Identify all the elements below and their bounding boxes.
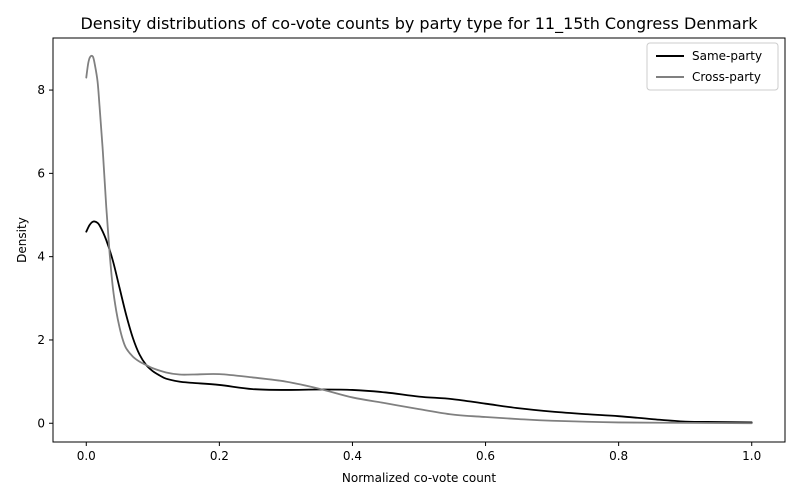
series-layer: [85, 54, 753, 425]
x-tick-label: 0.4: [343, 449, 362, 463]
legend-box: [646, 42, 779, 91]
legend-label-cross-party: Cross-party: [692, 70, 761, 84]
y-tick-label: 0: [37, 416, 45, 430]
x-tick-label: 0.2: [210, 449, 229, 463]
y-tick-label: 8: [37, 83, 45, 97]
legend: Same-party Cross-party: [646, 42, 779, 91]
x-axis-title: Normalized co-vote count: [342, 471, 497, 485]
x-tick-label: 0.0: [77, 449, 96, 463]
x-tick-label: 1.0: [742, 449, 761, 463]
y-tick-label: 4: [37, 250, 45, 264]
x-tick-label: 0.8: [609, 449, 628, 463]
legend-label-same-party: Same-party: [692, 49, 762, 63]
plot-frame: [52, 37, 786, 443]
chart-title: Density distributions of co-vote counts …: [80, 14, 758, 34]
y-tick-label: 6: [37, 166, 45, 180]
y-tick-label: 2: [37, 333, 45, 347]
y-ticks: 0 2 4 6 8: [37, 83, 53, 430]
x-ticks: 0.0 0.2 0.4 0.6 0.8 1.0: [77, 442, 761, 463]
series-line-cross-party: [85, 54, 753, 425]
x-tick-label: 0.6: [476, 449, 495, 463]
y-axis-title: Density: [15, 217, 29, 263]
